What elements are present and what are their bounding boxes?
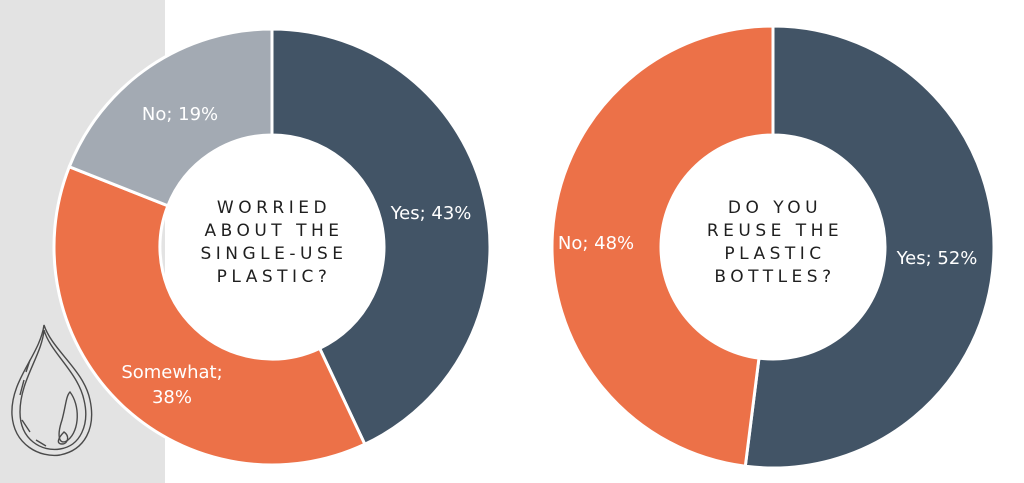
center-title-line: DO YOU [728, 198, 822, 218]
slice-no [550, 24, 775, 468]
center-title-line: ABOUT THE [204, 221, 343, 241]
slice-somewhat [52, 164, 367, 467]
slice-label-yes: Yes; 52% [896, 248, 978, 269]
center-title-line: PLASTIC [724, 244, 825, 264]
slice-yes [270, 27, 492, 447]
slice-label-somewhat: Somewhat; 38% [121, 362, 222, 408]
slice-label-no: No; 48% [558, 233, 634, 254]
slice-label-no: No; 19% [142, 104, 218, 125]
slice-no [67, 27, 274, 208]
center-title-line: REUSE THE [707, 221, 843, 241]
center-title-line: PLASTIC? [217, 267, 332, 287]
center-title-line: SINGLE-USE [200, 244, 347, 264]
slice-yes [743, 24, 996, 470]
slice-label-yes: Yes; 43% [390, 203, 472, 224]
center-title-line: WORRIED [217, 198, 331, 218]
center-title-line: BOTTLES? [714, 267, 835, 287]
